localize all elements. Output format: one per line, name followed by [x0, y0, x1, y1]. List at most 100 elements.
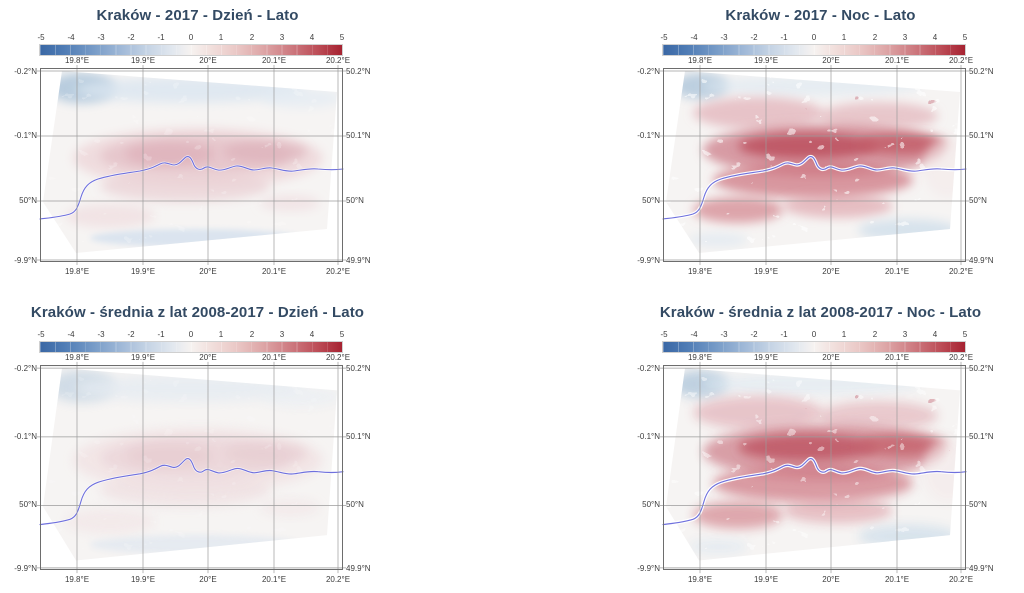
colorbar-tick-label: 2 [872, 330, 878, 339]
colorbar-tick-label: 3 [279, 33, 285, 42]
colorbar-tick-label: -1 [780, 330, 788, 339]
colorbar-scale: -5 -4 -3 -2 -1 0 1 2 3 4 5 [623, 330, 1024, 340]
latitude-labels-left: -0.2°N -0.1°N 50°N -9.9°N [0, 365, 38, 573]
colorbar-tick-label: 1 [218, 33, 224, 42]
lat-tick-label: 50.1°N [969, 431, 994, 441]
latitude-labels-right: 50.2°N 50.1°N 50°N 49.9°N [345, 365, 389, 573]
temperature-anomaly-map [660, 361, 969, 574]
vistula-river-line [662, 156, 967, 220]
lat-tick-label: 50.1°N [346, 431, 371, 441]
lon-tick-label: 19.8°E [64, 353, 90, 362]
lat-tick-label: 50°N [346, 500, 364, 510]
colorbar-tick-label: -3 [720, 33, 728, 42]
colorbar-tick-label: 0 [811, 330, 817, 339]
colorbar-tick-label: -4 [67, 330, 75, 339]
colorbar-tick-label: -3 [720, 330, 728, 339]
panel-title: Kraków - 2017 - Noc - Lato [725, 7, 916, 24]
lon-tick-label: 20.2°E [948, 56, 974, 65]
lat-tick-label: 50°N [19, 500, 37, 510]
latitude-labels-right: 50.2°N 50.1°N 50°N 49.9°N [345, 66, 389, 265]
lat-tick-label: -0.2°N [637, 364, 660, 374]
map-panel: Kraków - średnia z lat 2008-2017 - Dzień… [0, 297, 401, 593]
lon-tick-label: 20.2°E [325, 267, 351, 276]
lat-tick-label: 50°N [346, 195, 364, 205]
colorbar-tick-label: 2 [872, 33, 878, 42]
colorbar-tick-label: 0 [188, 33, 194, 42]
map-frame [660, 361, 969, 574]
graticule-grid [660, 361, 969, 574]
map-panel: Kraków - 2017 - Dzień - Lato -5 -4 -3 -2… [0, 0, 401, 296]
lon-tick-label: 19.9°E [130, 267, 156, 276]
lat-tick-label: -0.1°N [14, 431, 37, 441]
lon-tick-label: 19.9°E [753, 575, 779, 584]
lon-tick-label: 19.8°E [64, 56, 90, 65]
lon-tick-label: 20°E [822, 56, 840, 65]
colorbar-tick-label: 5 [962, 330, 968, 339]
colorbar-tick-label: 3 [902, 33, 908, 42]
nodata-white-speckle [43, 71, 337, 253]
longitude-labels-top: 19.8°E 19.9°E 20°E 20.1°E 20.2°E [0, 353, 401, 362]
lat-tick-label: 50°N [969, 195, 987, 205]
lat-tick-label: -0.2°N [637, 66, 660, 76]
colorbar-tick-label: 5 [339, 330, 345, 339]
colorbar-tick-label: -5 [660, 330, 668, 339]
lon-tick-label: 20.2°E [948, 575, 974, 584]
colorbar-tick-label: 1 [218, 330, 224, 339]
lat-tick-label: -9.9°N [637, 564, 660, 573]
colorbar-tick-label: -2 [127, 330, 135, 339]
temperature-colorbar [39, 341, 343, 353]
lat-tick-label: -9.9°N [14, 256, 37, 265]
lat-tick-label: -0.1°N [637, 431, 660, 441]
colorbar-tick-label: -5 [660, 33, 668, 42]
colorbar-tick-label: 5 [339, 33, 345, 42]
map-border [663, 365, 966, 570]
map-frame [37, 361, 346, 574]
temperature-colorbar [662, 341, 966, 353]
lat-tick-label: 50°N [642, 195, 660, 205]
colorbar-tick-label: 4 [309, 33, 315, 42]
lon-tick-label: 19.8°E [64, 575, 90, 584]
temperature-anomaly-map [37, 361, 346, 574]
lon-tick-label: 20°E [822, 353, 840, 362]
colorbar-tick-label: -4 [67, 33, 75, 42]
colorbar-tick-label: 1 [841, 33, 847, 42]
map-panel: Kraków - średnia z lat 2008-2017 - Noc -… [623, 297, 1024, 593]
longitude-labels-bottom: 19.8°E 19.9°E 20°E 20.1°E 20.2°E [623, 575, 1024, 584]
colorbar-tick-label: 3 [279, 330, 285, 339]
vistula-river-line [662, 458, 967, 526]
colorbar-tick-label: -3 [97, 33, 105, 42]
temperature-anomaly-map [660, 65, 969, 265]
lon-tick-label: 20.2°E [948, 353, 974, 362]
graticule-grid [37, 65, 346, 265]
longitude-labels-bottom: 19.8°E 19.9°E 20°E 20.1°E 20.2°E [0, 575, 401, 584]
temperature-colorbar [662, 44, 966, 56]
vistula-river-line [39, 156, 344, 220]
latitude-labels-right: 50.2°N 50.1°N 50°N 49.9°N [968, 365, 1012, 573]
colorbar-tick-label: 2 [249, 330, 255, 339]
lon-tick-label: 20.1°E [261, 575, 287, 584]
map-border [40, 365, 343, 570]
lon-tick-label: 19.9°E [130, 575, 156, 584]
lat-tick-label: 49.9°N [346, 256, 371, 265]
colorbar-tick-label: -1 [157, 330, 165, 339]
lon-tick-label: 20°E [199, 575, 217, 584]
colorbar-tick-label: -3 [97, 330, 105, 339]
lon-tick-label: 20.1°E [884, 353, 910, 362]
latitude-labels-left: -0.2°N -0.1°N 50°N -9.9°N [0, 67, 38, 265]
longitude-labels-top: 19.8°E 19.9°E 20°E 20.1°E 20.2°E [623, 56, 1024, 65]
lon-tick-label: 19.9°E [130, 353, 156, 362]
colorbar-tick-label: -4 [690, 33, 698, 42]
lat-tick-label: -0.1°N [637, 130, 660, 140]
lon-tick-label: 19.8°E [687, 575, 713, 584]
lat-tick-label: -0.1°N [14, 130, 37, 140]
colorbar-tick-label: 0 [188, 330, 194, 339]
lon-tick-label: 19.9°E [753, 56, 779, 65]
lat-tick-label: 50°N [642, 500, 660, 510]
lat-tick-label: 50.2°N [346, 66, 371, 76]
panel-title: Kraków - średnia z lat 2008-2017 - Noc -… [659, 304, 982, 321]
map-border [40, 68, 343, 262]
lon-tick-label: 20.1°E [884, 575, 910, 584]
lon-tick-label: 20.2°E [325, 56, 351, 65]
lon-tick-label: 19.9°E [753, 353, 779, 362]
colorbar-scale: -5 -4 -3 -2 -1 0 1 2 3 4 5 [0, 330, 401, 340]
